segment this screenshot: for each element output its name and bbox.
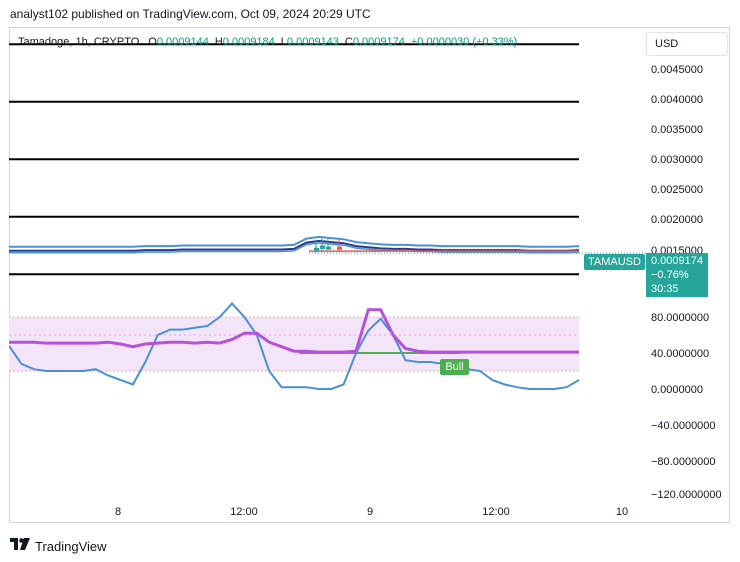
- rsi-line: [9, 308, 579, 354]
- time-tick: 9: [366, 506, 374, 518]
- candle-body: [314, 247, 319, 251]
- open-key: O: [148, 36, 157, 48]
- oscillator-tick: 0.0000000: [651, 384, 703, 396]
- stochastic-line: [9, 302, 580, 390]
- candle-body: [320, 245, 325, 249]
- candles: [314, 237, 342, 253]
- price-tick: 0.0025000: [651, 184, 703, 196]
- candle-body: [337, 246, 342, 250]
- price-tick: 0.0045000: [651, 64, 703, 76]
- price-tick: 0.0020000: [651, 214, 703, 226]
- price-series: [9, 235, 649, 254]
- time-tick: 10: [615, 506, 629, 518]
- last-price-badge: 0.0009174 −0.76% 30:35: [646, 253, 708, 297]
- last-price-change: −0.76%: [651, 269, 689, 281]
- symbol-info: Tamadoge, 1h, CRYPTO O 0.0009144 H 0.00091…: [18, 36, 517, 48]
- tradingview-logo-icon: [10, 537, 30, 555]
- footer-logo[interactable]: TradingView: [10, 537, 107, 555]
- price-tick: 0.0040000: [651, 94, 703, 106]
- low-value: 0.0009143: [286, 36, 339, 48]
- oscillator-tick: −40.0000000: [651, 420, 716, 432]
- close-key: C: [344, 36, 353, 48]
- price-tick: 0.0035000: [651, 124, 703, 136]
- price-line: [9, 239, 580, 252]
- oscillator-tick: 80.0000000: [651, 312, 710, 324]
- bar-countdown: 30:35: [651, 283, 679, 295]
- low-key: L: [280, 36, 287, 48]
- price-tick: 0.0030000: [651, 154, 703, 166]
- high-key: H: [214, 36, 223, 48]
- time-tick: 8: [114, 506, 122, 518]
- last-price: 0.0009174: [651, 255, 703, 267]
- oscillator-series: [9, 302, 580, 390]
- currency-button[interactable]: USD: [646, 32, 728, 56]
- bull-signal-tag: Bull: [440, 359, 469, 375]
- symbol-name[interactable]: Tamadoge, 1h, CRYPTO: [18, 36, 140, 48]
- change-value: +0.0000030 (+0.33%): [410, 36, 518, 48]
- time-tick: 12:00: [230, 506, 258, 518]
- high-value: 0.0009184: [222, 36, 275, 48]
- oscillator-tick: −80.0000000: [651, 456, 716, 468]
- price-upper-band: [9, 235, 580, 248]
- price-lower-band: [9, 242, 580, 254]
- oscillator-tick: −120.0000000: [651, 489, 722, 501]
- time-tick: 12:00: [482, 506, 510, 518]
- footer-brand: TradingView: [35, 538, 107, 554]
- ticker-label: TAMAUSD: [584, 254, 645, 270]
- horizontal-levels: [9, 43, 579, 276]
- oscillator-tick: 40.0000000: [651, 348, 710, 360]
- close-value: 0.0009174: [352, 36, 405, 48]
- open-value: 0.0009144: [156, 36, 209, 48]
- publication-caption: analyst102 published on TradingView.com,…: [10, 7, 371, 21]
- candle-body: [326, 246, 331, 250]
- chart-canvas[interactable]: [9, 27, 730, 523]
